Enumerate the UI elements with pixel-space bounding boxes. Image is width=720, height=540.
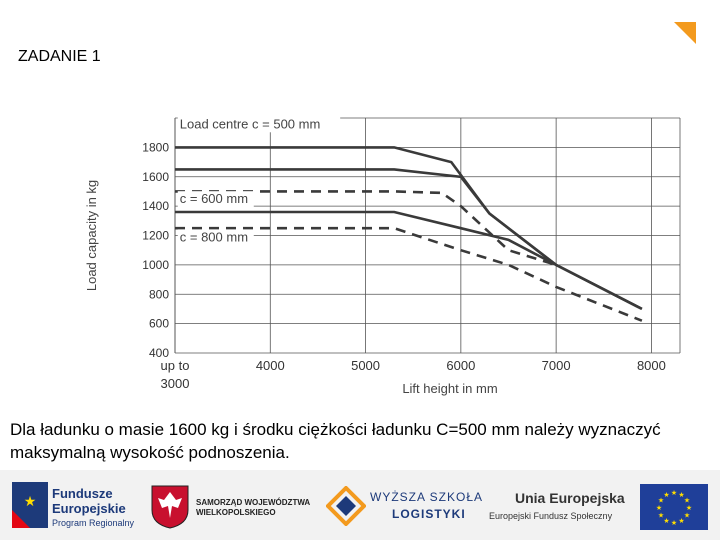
annotation-background xyxy=(177,116,341,133)
eu-star-icon: ★ xyxy=(658,512,664,520)
x-tick-label: 4000 xyxy=(256,358,285,373)
y-tick-label: 1800 xyxy=(142,140,169,154)
annotation-label-1: Load centre c = 500 mm xyxy=(180,116,321,131)
y-tick-label: 1600 xyxy=(142,170,169,184)
y-tick-label: 1000 xyxy=(142,258,169,272)
fundusze-subtitle: Program Regionalny xyxy=(52,518,135,528)
x-tick-label: up to xyxy=(161,358,190,373)
x-tick-label: 5000 xyxy=(351,358,380,373)
y-tick-label: 800 xyxy=(149,287,169,301)
eu-star-icon: ★ xyxy=(684,512,690,520)
eu-star-icon: ★ xyxy=(678,517,684,525)
samorzad-line2: WIELKOPOLSKIEGO xyxy=(196,508,276,517)
series-line-5 xyxy=(175,226,643,322)
wsl-line1: WYŻSZA SZKOŁA xyxy=(370,490,484,504)
series-line-4 xyxy=(175,210,643,311)
y-tick-label: 1200 xyxy=(142,229,169,243)
annotation-label-3: c = 800 mm xyxy=(180,229,248,244)
wsl-line2: LOGISTYKI xyxy=(392,507,466,521)
ue-title: Unia Europejska xyxy=(515,490,625,506)
fundusze-europejskie-logo: ★ xyxy=(12,482,48,528)
eu-star-icon: ★ xyxy=(663,517,669,525)
footer-logos-bar xyxy=(0,470,720,540)
task-description: Dla ładunku o masie 1600 kg i środku cię… xyxy=(10,420,661,462)
annotation-label-2: c = 600 mm xyxy=(180,191,248,206)
eu-flag-icon: ★★★★★★★★★ ★ ★★ xyxy=(640,484,708,530)
eu-star-icon: ★ xyxy=(663,491,669,499)
wielkopolska-eagle-icon xyxy=(151,485,189,529)
x-tick-label: 8000 xyxy=(637,358,666,373)
eu-star-icon: ★ xyxy=(671,519,677,527)
eu-star-icon: ★ xyxy=(656,504,662,512)
eu-star-icon: ★ xyxy=(684,497,690,505)
svg-text:★: ★ xyxy=(24,494,37,510)
samorzad-text: SAMORZĄD WOJEWÓDZTWA WIELKOPOLSKIEGO xyxy=(196,498,310,518)
x-axis-label: Lift height in mm xyxy=(402,381,497,396)
slide-title: ZADANIE 1 xyxy=(18,48,101,65)
x-tick-label: 3000 xyxy=(161,376,190,391)
samorzad-line1: SAMORZĄD WOJEWÓDZTWA xyxy=(196,498,311,507)
y-tick-label: 1400 xyxy=(142,199,169,213)
y-tick-label: 600 xyxy=(149,317,169,331)
series-line-3 xyxy=(175,190,557,267)
fundusze-text: Fundusze Europejskie xyxy=(52,486,126,516)
corner-accent-triangle xyxy=(674,22,696,44)
eu-star-icon: ★ xyxy=(686,504,692,512)
annotation-background xyxy=(177,229,254,246)
y-tick-label: 400 xyxy=(149,346,169,360)
x-tick-label: 6000 xyxy=(446,358,475,373)
wsl-logo-icon xyxy=(326,486,366,526)
annotation-background xyxy=(177,191,254,208)
ue-subtitle: Europejski Fundusz Społeczny xyxy=(489,511,613,521)
load-capacity-chart: 400 600 800 1000 1200 1400 1600 1800 up to 3000 40… xyxy=(84,116,681,396)
y-axis-label: Load capacity in kg xyxy=(84,180,99,291)
eu-star-icon: ★ xyxy=(671,489,677,497)
eu-star-icon: ★ xyxy=(658,497,664,505)
x-tick-label: 7000 xyxy=(542,358,571,373)
fundusze-line2: Europejskie xyxy=(52,501,126,516)
eu-star-icon: ★ xyxy=(678,491,684,499)
fundusze-line1: Fundusze xyxy=(52,486,113,501)
